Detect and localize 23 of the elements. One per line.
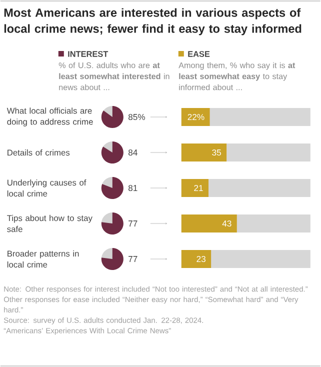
data-label: 77 <box>128 220 138 226</box>
data-label: 21 <box>194 184 203 191</box>
text: INTEREST <box>68 51 108 57</box>
category-label: What local officials are doing to address crime <box>6 108 93 126</box>
data-label: 23 <box>196 256 206 262</box>
bar <box>181 250 212 268</box>
bar <box>181 108 210 126</box>
text: EASE <box>188 51 210 57</box>
data-label: 84 <box>128 149 138 156</box>
data-label: 85% <box>128 114 146 120</box>
data-label: 81 <box>128 184 138 192</box>
bar <box>181 179 209 197</box>
data-label: 77 <box>128 256 138 262</box>
category-label: Underlying causes of local crime <box>8 179 86 197</box>
text: Most Americans are interested in various aspects of local crime news; fewer find it easy to stay informed <box>4 8 302 36</box>
category-label: Broader patterns in local crime <box>8 250 79 268</box>
text: Among them, % who say it is at least somewhat easy to stay informed about ... <box>178 62 296 90</box>
category-label: Details of crimes <box>8 149 70 156</box>
category-label: Tips about how to stay safe <box>7 214 93 232</box>
data-label: 43 <box>222 220 232 227</box>
data-label: 35 <box>212 149 222 156</box>
data-label: 22% <box>188 114 204 120</box>
text: % of U.S. adults who are at least somewhat interested in news about ... <box>58 62 170 90</box>
